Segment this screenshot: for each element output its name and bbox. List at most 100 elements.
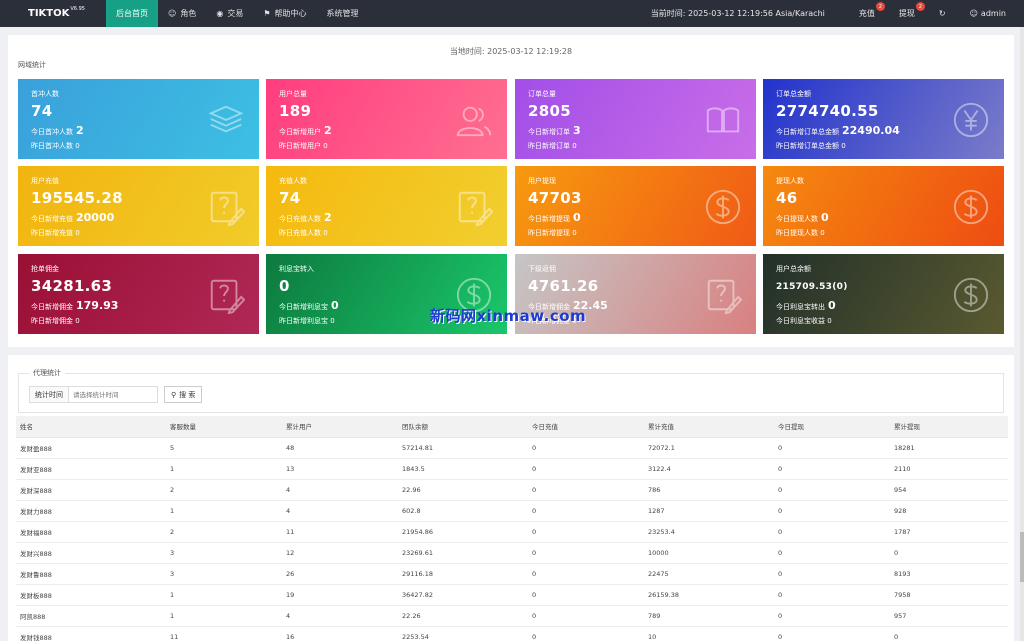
withdraw-button[interactable]: 提现 2 — [887, 0, 927, 27]
table-cell: 3 — [166, 542, 282, 564]
card-today-label: 今日提现人数 — [776, 215, 818, 223]
layers-icon — [207, 101, 245, 139]
stats-panel: 当地时间: 2025-03-12 12:19:28 网域统计 首冲人数 74 今日首… — [8, 35, 1014, 347]
table-cell: 0 — [774, 584, 890, 606]
refresh-button[interactable]: ↻ — [927, 0, 958, 27]
table-cell: 928 — [890, 500, 1008, 522]
card-value: 74 — [279, 189, 301, 207]
card-today-value: 2 — [76, 124, 84, 137]
column-header[interactable]: 客服数量 — [166, 416, 282, 438]
card-title: 订单总量 — [528, 90, 556, 98]
card-title: 利息宝转入 — [279, 265, 314, 273]
card-value: 46 — [776, 189, 798, 207]
nav-dashboard[interactable]: 后台首页 — [106, 0, 158, 27]
stat-card: 用户提现 47703 今日新增提现 0 昨日新增提现 0 — [515, 166, 756, 246]
nav-trade-label: 交易 — [227, 9, 244, 18]
column-header[interactable]: 今日充值 — [528, 416, 644, 438]
card-value: 74 — [31, 102, 53, 120]
nav-roles[interactable]: ☺ 角色 — [158, 0, 206, 27]
card-today-value: 20000 — [76, 211, 115, 224]
dollar-icon — [455, 276, 493, 314]
table-cell: 13 — [282, 458, 398, 480]
brand-logo[interactable]: TIKTOK V6.95 — [0, 6, 106, 19]
card-title: 用户提现 — [528, 177, 556, 185]
card-today-value: 2 — [324, 211, 332, 224]
edit-icon — [704, 276, 743, 315]
column-header[interactable]: 姓名 — [16, 416, 166, 438]
stat-time-input[interactable] — [68, 386, 158, 403]
nav-help[interactable]: ⚑ 帮助中心 — [253, 0, 316, 27]
card-today-value: 0 — [821, 211, 829, 224]
scrollbar-thumb[interactable] — [1020, 532, 1024, 582]
column-header[interactable]: 今日提现 — [774, 416, 890, 438]
card-yesterday: 昨日新增佣金 0 — [528, 317, 577, 325]
card-value: 195545.28 — [31, 189, 123, 207]
user-menu[interactable]: ☺ admin — [958, 9, 1024, 18]
column-header[interactable]: 累计用户 — [282, 416, 398, 438]
table-cell: 0 — [774, 521, 890, 543]
table-cell: 0 — [528, 437, 644, 459]
local-time: 当地时间: 2025-03-12 12:19:28 — [449, 47, 573, 56]
card-today-label: 今日充值人数 — [279, 215, 321, 223]
search-button[interactable]: ⚲ 搜 索 — [164, 386, 203, 403]
edit-icon — [207, 188, 246, 227]
stat-card: 抢单佣金 34281.63 今日新增佣金 179.93 昨日新增佣金 0 — [18, 254, 259, 334]
table-cell: 0 — [528, 626, 644, 641]
card-today-label: 今日新增订单 — [528, 128, 570, 136]
user-icon: ☺ — [969, 9, 978, 18]
table-cell: 11 — [166, 626, 282, 641]
column-header[interactable]: 累计提现 — [890, 416, 1008, 438]
card-yesterday: 昨日新增充值 0 — [31, 229, 80, 237]
user-name: admin — [980, 9, 1006, 18]
card-title: 用户总余额 — [776, 265, 811, 273]
table-cell: 26159.38 — [644, 584, 774, 606]
card-value: 2805 — [528, 102, 571, 120]
card-today-value: 0 — [828, 299, 836, 312]
edit-icon — [455, 188, 494, 227]
agent-filter: 代理统计 统计时间 ⚲ 搜 索 — [18, 368, 1004, 413]
section-title: 网域统计 — [18, 61, 46, 69]
table-header: 姓名 客服数量 累计用户 团队余额 今日充值 累计充值 今日提现 累计提现 — [16, 416, 1008, 438]
card-yesterday: 昨日提现人数 0 — [776, 229, 825, 237]
card-yesterday: 昨日新增用户 0 — [279, 142, 328, 150]
table-cell: 48 — [282, 437, 398, 459]
table-cell: 10 — [644, 626, 774, 641]
table-cell: 发财板888 — [16, 584, 166, 606]
card-yesterday: 昨日新增订单总金额 0 — [776, 142, 846, 150]
stat-card: 提现人数 46 今日提现人数 0 昨日提现人数 0 — [763, 166, 1004, 246]
card-today-value: 2 — [324, 124, 332, 137]
recharge-badge: 2 — [875, 2, 885, 11]
table-cell: 1843.5 — [398, 458, 528, 480]
page-scrollbar[interactable] — [1020, 27, 1024, 641]
table-cell: 786 — [644, 479, 774, 501]
table-body: 发财盈888 5 48 57214.81 0 72072.1 0 18281 发财亚888 1 13… — [16, 437, 1008, 641]
table-cell: 1 — [166, 500, 282, 522]
card-value: 34281.63 — [31, 277, 113, 295]
table-cell: 0 — [774, 563, 890, 585]
table-row: 发财鲁888 3 26 29116.18 0 22475 0 8193 — [16, 563, 1008, 585]
column-header[interactable]: 团队余额 — [398, 416, 528, 438]
card-today: 今日新增佣金 179.93 — [31, 299, 118, 312]
table-cell: 23269.61 — [398, 542, 528, 564]
card-title: 订单总金额 — [776, 90, 811, 98]
nav-trade[interactable]: ◉ 交易 — [206, 0, 253, 27]
table-cell: 4 — [282, 500, 398, 522]
column-header[interactable]: 累计充值 — [644, 416, 774, 438]
withdraw-label: 提现 — [898, 9, 915, 18]
card-today-value: 3 — [573, 124, 581, 137]
refresh-icon: ↻ — [938, 9, 946, 18]
stat-card: 充值人数 74 今日充值人数 2 昨日充值人数 0 — [266, 166, 507, 246]
nav-system[interactable]: 系统管理 — [317, 0, 369, 27]
users-icon — [455, 101, 493, 139]
card-today: 今日新增提现 0 — [528, 211, 581, 224]
table-cell: 0 — [528, 521, 644, 543]
card-yesterday: 今日利息宝收益 0 — [776, 317, 832, 325]
table-cell: 0 — [528, 458, 644, 480]
withdraw-badge: 2 — [915, 2, 925, 11]
recharge-button[interactable]: 充值 2 — [847, 0, 887, 27]
card-today: 今日充值人数 2 — [279, 211, 332, 224]
table-cell: 954 — [890, 479, 1008, 501]
table-cell: 19 — [282, 584, 398, 606]
table-cell: 发财深888 — [16, 479, 166, 501]
dollar-icon — [952, 276, 990, 314]
